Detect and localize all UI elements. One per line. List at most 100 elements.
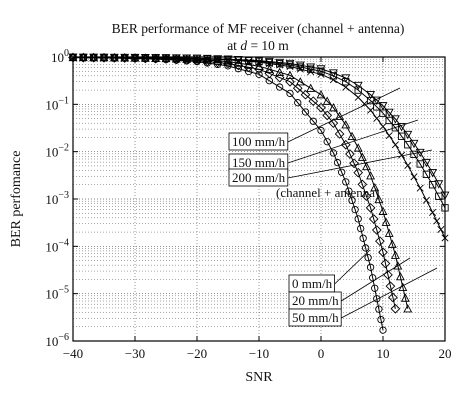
marker-circle	[338, 168, 346, 176]
marker-x	[373, 114, 381, 122]
marker-triangle	[353, 143, 363, 152]
marker-triangle	[374, 194, 384, 204]
y-tick-label: 100	[51, 48, 69, 65]
label-lower-0: 0 mm/h	[288, 274, 335, 293]
x-tick-label: 20	[439, 346, 452, 361]
marker-triangle-down	[353, 81, 363, 91]
marker-triangle-down	[151, 54, 161, 63]
marker-square	[391, 124, 400, 132]
marker-triangle-down	[384, 108, 394, 118]
marker-diamond	[345, 149, 355, 159]
marker-triangle	[341, 120, 351, 129]
marker-triangle	[403, 304, 413, 313]
marker-circle	[323, 138, 331, 146]
marker-triangle	[366, 171, 376, 180]
y-axis-title: BER perfomance	[9, 151, 24, 248]
marker-triangle	[254, 61, 264, 70]
marker-x	[391, 141, 399, 149]
marker-triangle-down	[109, 53, 119, 63]
marker-triangle-down	[202, 54, 212, 64]
marker-diamond	[371, 225, 382, 235]
y-tick-label: 10−6	[45, 332, 69, 349]
marker-diamond	[361, 191, 372, 201]
marker-circle	[371, 284, 379, 292]
label-lower-2: 50 mm/h	[288, 308, 342, 327]
marker-circle	[294, 99, 302, 107]
y-tick-label: 10−2	[45, 143, 69, 160]
marker-circle	[276, 83, 284, 91]
marker-diamond	[334, 129, 345, 139]
marker-triangle-down	[295, 61, 305, 70]
marker-circle	[333, 158, 342, 167]
label-upper-2-box	[228, 168, 289, 187]
label-upper-1-text: 150 mm/h	[232, 155, 286, 170]
marker-square	[435, 192, 443, 200]
marker-triangle-down	[366, 91, 376, 100]
label-upper-1: 150 mm/h	[228, 153, 289, 172]
marker-triangle-down	[130, 53, 140, 63]
marker-diamond	[285, 76, 295, 87]
label-lower-0-text: 0 mm/h	[292, 276, 333, 291]
marker-triangle-down	[390, 115, 400, 124]
marker-x	[379, 122, 387, 131]
marker-triangle-down	[192, 54, 202, 63]
marker-diamond	[322, 110, 333, 121]
arrow-lower-1	[340, 257, 411, 302]
marker-triangle	[395, 271, 405, 281]
marker-circle	[245, 67, 253, 76]
marker-circle	[317, 126, 325, 135]
marker-square	[428, 181, 437, 189]
series-line	[72, 56, 446, 196]
marker-circle	[361, 244, 370, 252]
label-lower-1: 20 mm/h	[288, 291, 342, 310]
marker-triangle-down	[306, 63, 316, 72]
marker-triangle-down	[409, 139, 419, 149]
marker-circle	[359, 234, 367, 242]
marker-triangle	[384, 228, 394, 237]
x-tick-label: 10	[377, 346, 390, 361]
marker-triangle-down	[264, 57, 274, 67]
marker-triangle	[387, 239, 397, 248]
marker-triangle	[362, 161, 371, 171]
marker-square	[385, 116, 393, 125]
marker-triangle-down	[89, 53, 99, 63]
label-upper-caption: (channel + antenna)	[276, 185, 379, 200]
label-lower-2-box	[288, 308, 342, 327]
marker-circle	[375, 305, 383, 313]
marker-triangle-down	[99, 53, 109, 63]
marker-circle	[301, 108, 310, 116]
marker-triangle	[244, 59, 254, 69]
marker-triangle	[390, 250, 400, 259]
marker-x	[385, 132, 393, 140]
marker-triangle-down	[403, 130, 413, 140]
marker-diamond	[375, 236, 385, 246]
chart-subtitle-suffix: = 10 m	[247, 38, 289, 53]
marker-triangle	[264, 64, 274, 73]
marker-diamond	[316, 102, 326, 113]
x-tick-label: −40	[63, 346, 83, 361]
marker-circle	[377, 315, 385, 324]
marker-circle	[373, 295, 381, 303]
marker-circle	[366, 263, 375, 271]
x-tick-label: 0	[318, 346, 325, 361]
marker-triangle-down	[316, 65, 326, 74]
marker-triangle	[316, 90, 326, 99]
marker-circle	[351, 205, 359, 214]
marker-triangle	[357, 152, 367, 161]
marker-diamond	[378, 247, 388, 258]
marker-square	[317, 67, 325, 75]
label-upper-2: 200 mm/h	[228, 168, 289, 187]
marker-circle	[309, 117, 317, 125]
marker-circle	[329, 149, 338, 157]
x-tick-label: −30	[125, 346, 145, 361]
marker-square	[296, 63, 304, 71]
marker-triangle-down	[120, 53, 130, 63]
marker-square	[354, 86, 362, 94]
x-tick-label: −10	[249, 346, 269, 361]
marker-x	[416, 184, 424, 192]
marker-triangle-down	[171, 54, 181, 63]
marker-triangle	[275, 67, 285, 76]
marker-diamond	[308, 96, 319, 107]
marker-triangle	[295, 77, 305, 86]
